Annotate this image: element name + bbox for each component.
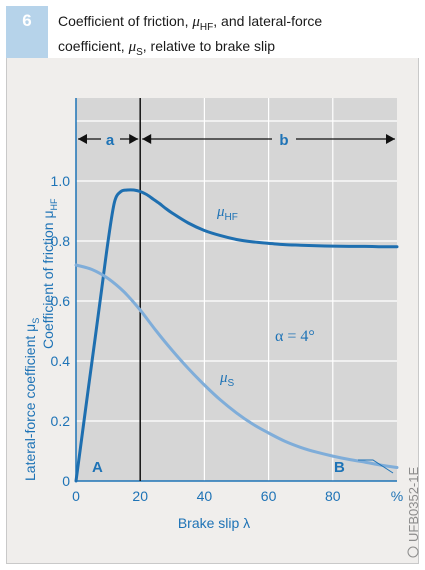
- caption-mu-hf: μ: [192, 14, 200, 30]
- series-line-mu-hf: [74, 188, 399, 483]
- caption-mu-hf-sub: HF: [199, 21, 214, 33]
- caption-text-2a: coefficient,: [58, 37, 129, 54]
- arrow-head: [386, 134, 395, 144]
- figure-caption: Coefficient of friction, μHF, and latera…: [58, 12, 408, 62]
- tick-labels: 0 20 40 60 80 % 0 0.2 0.4 0.6 0.8 1.0: [51, 173, 404, 504]
- x-tick-label: 20: [132, 488, 148, 504]
- alpha-annotation: α = 4°: [275, 328, 315, 345]
- series-line-mu-s: [74, 263, 399, 469]
- plot-area: [76, 98, 397, 481]
- y-tick-label: 1.0: [51, 173, 71, 189]
- y-tick-label: 0.6: [51, 293, 71, 309]
- figure-number: 6: [6, 6, 48, 58]
- caption-text-1b: , and lateral-force: [213, 13, 323, 29]
- caption-text-2b: , relative to brake slip: [142, 37, 276, 54]
- x-axis-label: Brake slip λ: [178, 515, 250, 531]
- y-axis-label-s: Lateral-force coefficient μS: [22, 318, 41, 481]
- point-a-label: A: [92, 459, 103, 476]
- arrow-head: [129, 134, 139, 144]
- copyright-icon: [407, 546, 419, 558]
- x-tick-label: 0: [72, 488, 80, 504]
- point-b-leader: [358, 459, 394, 474]
- arrow-head: [142, 134, 152, 144]
- caption-mu-s-sub: S: [136, 46, 143, 58]
- y-tick-label: 0: [62, 473, 70, 489]
- series-lines: [74, 188, 399, 483]
- y-tick-label: 0.4: [51, 353, 71, 369]
- x-tick-label: 40: [197, 488, 213, 504]
- series-label-mu-s: μS: [219, 370, 235, 389]
- side-code-text: UFB0352-1E: [406, 467, 421, 542]
- arrow-head: [78, 134, 87, 144]
- x-tick-label: 60: [261, 488, 277, 504]
- point-b-label: B: [334, 459, 345, 476]
- side-code: UFB0352-1E: [406, 467, 421, 558]
- region-b-label: b: [279, 132, 288, 149]
- axes: [75, 98, 397, 482]
- x-tick-label: %: [391, 488, 403, 504]
- y-axis-label-hf: Coefficient of friction μHF: [40, 198, 59, 349]
- series-label-mu-hf: μHF: [216, 204, 238, 223]
- x-tick-label: 80: [325, 488, 341, 504]
- region-a-label: a: [106, 132, 115, 149]
- y-tick-label: 0.8: [51, 233, 71, 249]
- caption-text-1a: Coefficient of friction,: [58, 13, 193, 29]
- y-tick-label: 0.2: [51, 413, 71, 429]
- caption-mu-s: μ: [128, 38, 137, 55]
- figure-header: 6 Coefficient of friction, μHF, and late…: [6, 6, 419, 58]
